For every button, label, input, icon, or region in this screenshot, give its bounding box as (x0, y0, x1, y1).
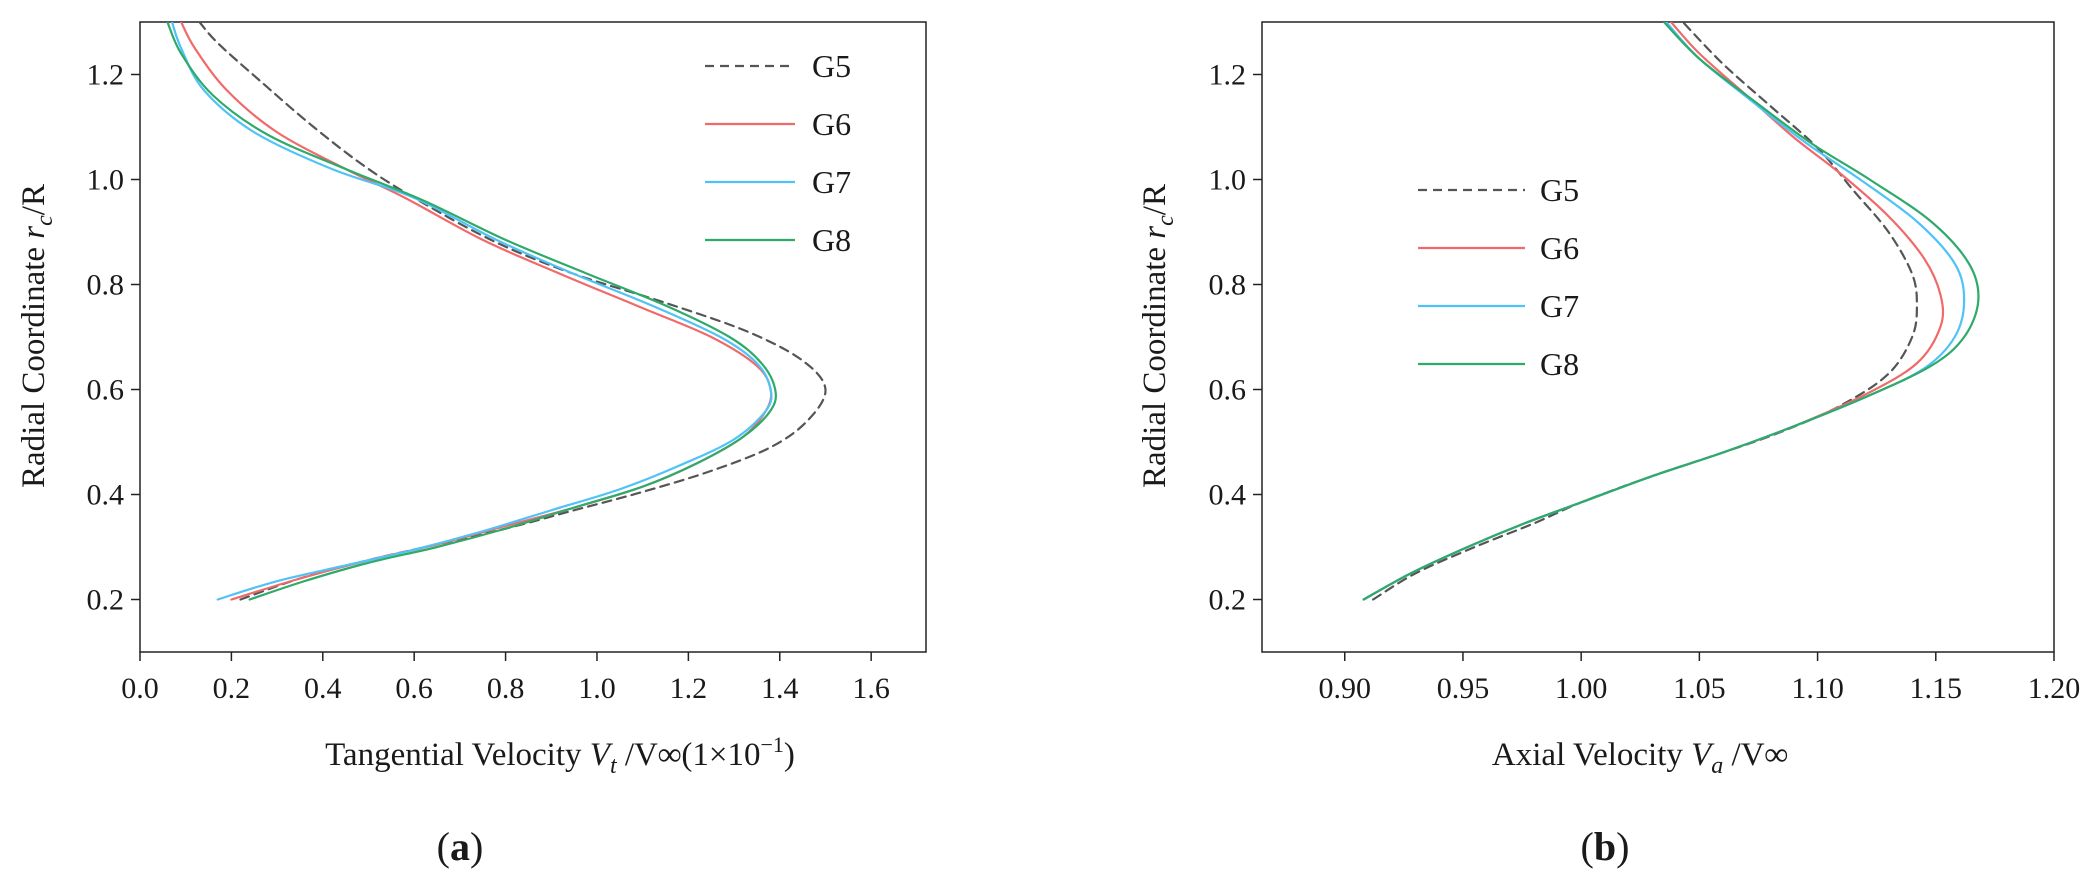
panel-a-y-tick-label: 0.6 (87, 374, 125, 407)
panel-b-x-tick-label: 1.05 (1673, 672, 1726, 705)
panel-b-y-tick-label: 0.6 (1209, 374, 1247, 407)
panel-b-y-tick-label: 0.8 (1209, 269, 1247, 302)
panel-a-y-tick-label: 0.4 (87, 479, 125, 512)
panel-b-x-tick-label: 1.15 (1910, 672, 1963, 705)
panel-a-series-g6 (180, 22, 773, 601)
panel-a-y-tick-label: 0.2 (87, 584, 125, 617)
panel-a-series-g8 (166, 22, 777, 601)
panel-a-series (166, 22, 827, 601)
panel-b-series-g6 (1362, 22, 1945, 601)
panel-b-x-tick-label: 0.95 (1437, 672, 1490, 705)
panel-b-series-g7 (1362, 22, 1966, 601)
panel-a-ticks: 0.0 0.2 0.4 0.6 0.8 1.0 1.2 1.4 1.6 0.2 0.4 0.6 0.8 1… (87, 59, 890, 706)
panel-a-series-g7 (170, 22, 773, 601)
panel-b-series-g5 (1372, 22, 1918, 601)
panel-a-legend-label-g6: G6 (812, 106, 851, 142)
panel-a-legend-label-g7: G7 (812, 164, 851, 200)
panel-a-legend-label-g8: G8 (812, 222, 851, 258)
panel-b-plot-frame (1261, 21, 2055, 653)
panel-b-legend-label-g7: G7 (1540, 288, 1579, 324)
panel-b-ticks: 0.90 0.95 1.00 1.05 1.10 1.15 1.20 0.2 0.4 0.6 0.8… (1209, 59, 2081, 706)
panel-a-y-axis-title: Radial Coordinate rc/R (16, 184, 58, 488)
panel-b-legend-label-g8: G8 (1540, 346, 1579, 382)
panel-a-x-tick-label: 0.6 (395, 672, 433, 705)
panel-b-legend: G5 G6 G7 G8 (1418, 172, 1579, 382)
panel-b-x-tick-label: 0.90 (1318, 672, 1371, 705)
panel-b-series (1362, 22, 1980, 601)
panel-b-legend-label-g5: G5 (1540, 172, 1579, 208)
panel-b-series-g8 (1362, 22, 1980, 601)
panel-a-y-tick-label: 1.0 (87, 164, 125, 197)
panel-a-legend-label-g5: G5 (812, 48, 851, 84)
panel-a-label: (a) (437, 824, 484, 869)
panel-a-x-tick-label: 1.2 (670, 672, 708, 705)
panel-a-series-g5 (198, 22, 827, 601)
panel-b-x-tick-label: 1.10 (1791, 672, 1844, 705)
panel-b-legend-label-g6: G6 (1540, 230, 1579, 266)
panel-b-y-tick-label: 1.2 (1209, 59, 1247, 92)
panel-a-x-axis-title: Tangential Velocity Vt /V∞(1×10−1) (325, 732, 795, 779)
panel-b-y-axis-title: Radial Coordinate rc/R (1137, 184, 1179, 488)
panel-a-legend: G5 G6 G7 G8 (705, 48, 851, 258)
panel-b-y-tick-label: 0.4 (1209, 479, 1247, 512)
panel-b-chart: 0.90 0.95 1.00 1.05 1.10 1.15 1.20 0.2 0.4 0.6 0.8… (1137, 21, 2081, 869)
panel-a-chart: 0.0 0.2 0.4 0.6 0.8 1.0 1.2 1.4 1.6 0.2 0.4 0.6 0.8 1… (16, 21, 927, 869)
panel-b-x-tick-label: 1.20 (2028, 672, 2081, 705)
panel-a-plot-frame (139, 21, 927, 653)
panel-b-label: (b) (1581, 824, 1630, 869)
panel-a-x-tick-label: 1.6 (852, 672, 890, 705)
panel-a-x-tick-label: 0.4 (304, 672, 342, 705)
panel-b-y-tick-label: 0.2 (1209, 584, 1247, 617)
panel-a-x-tick-label: 1.0 (578, 672, 616, 705)
panel-a-y-tick-label: 1.2 (87, 59, 125, 92)
panel-b-y-tick-label: 1.0 (1209, 164, 1247, 197)
panel-a-x-tick-label: 0.8 (487, 672, 525, 705)
panel-a-x-tick-label: 0.0 (121, 672, 159, 705)
panel-b-x-tick-label: 1.00 (1555, 672, 1608, 705)
panel-a-x-tick-label: 1.4 (761, 672, 799, 705)
panel-a-x-tick-label: 0.2 (213, 672, 251, 705)
panel-b-x-axis-title: Axial Velocity Va /V∞ (1492, 737, 1788, 779)
panel-a-y-tick-label: 0.8 (87, 269, 125, 302)
